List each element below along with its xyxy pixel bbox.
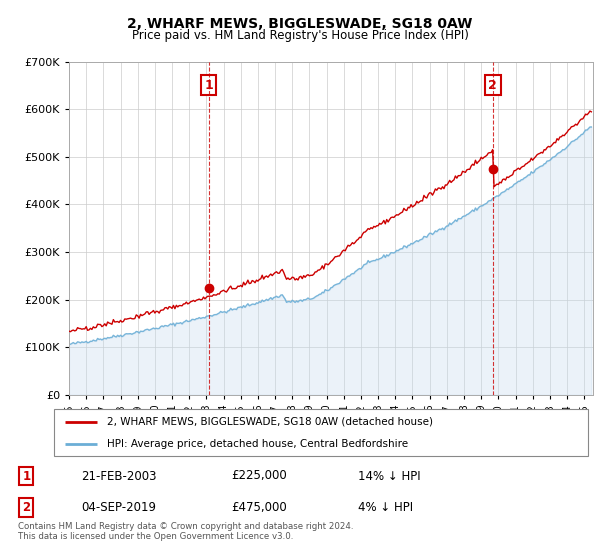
Text: 14% ↓ HPI: 14% ↓ HPI [358, 469, 420, 483]
Text: 2, WHARF MEWS, BIGGLESWADE, SG18 0AW: 2, WHARF MEWS, BIGGLESWADE, SG18 0AW [127, 17, 473, 31]
Text: 2: 2 [22, 501, 31, 515]
Text: 1: 1 [204, 79, 213, 92]
FancyBboxPatch shape [54, 409, 588, 456]
Text: 2: 2 [488, 79, 497, 92]
Text: 04-SEP-2019: 04-SEP-2019 [81, 501, 156, 515]
Text: HPI: Average price, detached house, Central Bedfordshire: HPI: Average price, detached house, Cent… [107, 438, 409, 449]
Text: 4% ↓ HPI: 4% ↓ HPI [358, 501, 413, 515]
Text: £475,000: £475,000 [231, 501, 287, 515]
Text: Contains HM Land Registry data © Crown copyright and database right 2024.
This d: Contains HM Land Registry data © Crown c… [18, 522, 353, 542]
Text: 2, WHARF MEWS, BIGGLESWADE, SG18 0AW (detached house): 2, WHARF MEWS, BIGGLESWADE, SG18 0AW (de… [107, 417, 433, 427]
Text: £225,000: £225,000 [231, 469, 287, 483]
Text: 21-FEB-2003: 21-FEB-2003 [81, 469, 157, 483]
Text: 1: 1 [22, 469, 31, 483]
Text: Price paid vs. HM Land Registry's House Price Index (HPI): Price paid vs. HM Land Registry's House … [131, 29, 469, 42]
